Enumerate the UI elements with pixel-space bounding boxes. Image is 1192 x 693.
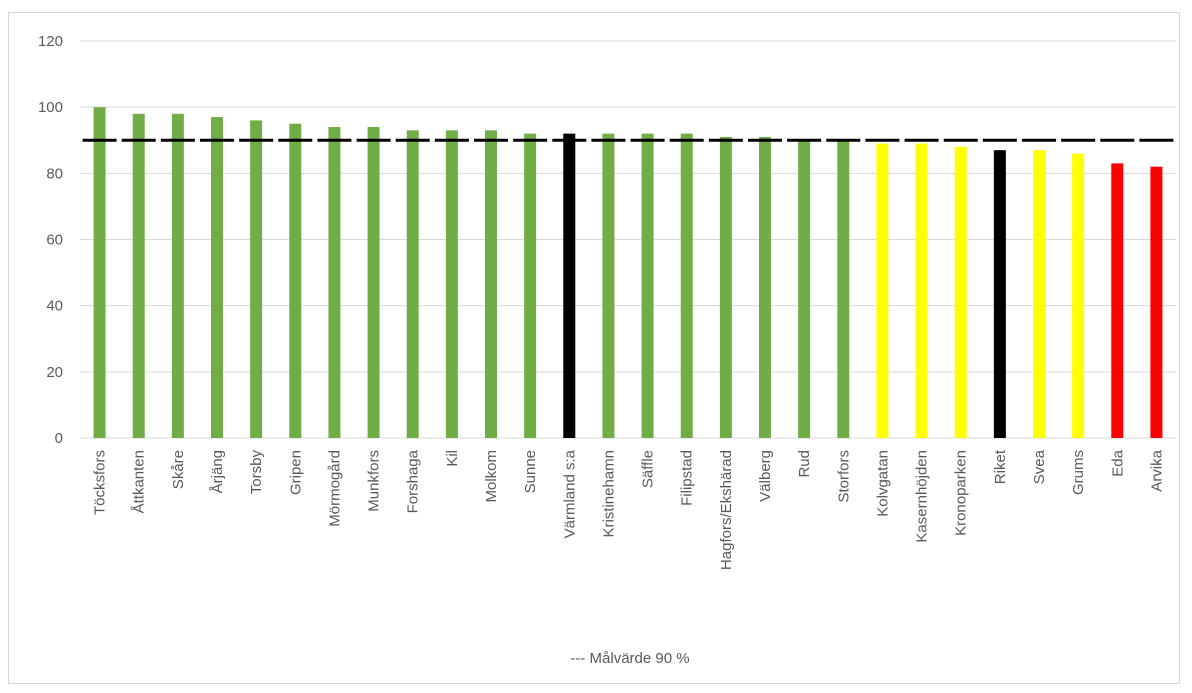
x-tick-label: Skåre xyxy=(170,450,187,489)
x-tick-label: Kronoparken xyxy=(953,450,970,536)
x-tick-label: Kolvgatan xyxy=(874,450,891,517)
bar xyxy=(915,143,928,438)
bar xyxy=(485,130,497,438)
x-tick-label: Hagfors/Ekshärad xyxy=(718,450,735,570)
y-tick-label: 0 xyxy=(55,430,63,447)
bar xyxy=(680,133,693,438)
bar xyxy=(250,120,263,439)
y-tick-label: 120 xyxy=(38,33,63,50)
bar xyxy=(289,123,302,438)
bar xyxy=(876,143,889,438)
gridlines xyxy=(80,40,1176,439)
bars xyxy=(93,107,1163,439)
bar xyxy=(798,140,811,438)
y-tick-label: 40 xyxy=(46,298,63,315)
x-tick-label: Kristinehamn xyxy=(600,450,617,538)
bar xyxy=(524,133,537,438)
x-tick-label: Storfors xyxy=(835,450,852,503)
x-tick-label: Munkfors xyxy=(366,450,383,512)
y-tick-label: 100 xyxy=(38,99,63,116)
bar xyxy=(719,136,732,439)
y-tick-label: 20 xyxy=(46,364,63,381)
x-tick-label: Grums xyxy=(1070,450,1087,495)
x-tick-label: Rud xyxy=(796,450,813,478)
bar xyxy=(993,150,1006,439)
x-tick-label: Filipstad xyxy=(679,450,696,506)
x-axis-category-labels: Töcksfors Åttkanten Skåre Årjäng Torsby Gripe… xyxy=(92,449,1166,570)
x-tick-label: Kasernhöjden xyxy=(914,450,931,543)
y-axis-tick-labels: 0 20 40 60 80 100 120 xyxy=(38,33,63,447)
x-tick-label: Värmland s:a xyxy=(561,449,578,538)
x-tick-label: Riket xyxy=(992,449,1009,484)
x-tick-label: Töcksfors xyxy=(92,450,109,515)
x-tick-label: Molkom xyxy=(483,450,500,503)
x-tick-label: Kil xyxy=(444,450,461,467)
y-tick-label: 60 xyxy=(46,232,63,249)
y-tick-label: 80 xyxy=(46,165,63,182)
bar xyxy=(211,117,223,438)
chart-frame xyxy=(8,12,1180,684)
x-tick-label: Säffle xyxy=(640,450,657,488)
x-tick-label: Årjäng xyxy=(209,450,226,493)
bar xyxy=(445,130,458,438)
x-tick-label: Torsby xyxy=(248,450,265,495)
x-tick-label: Gripen xyxy=(287,450,304,495)
bar xyxy=(602,133,615,438)
x-tick-label: Forshaga xyxy=(405,449,422,513)
bar xyxy=(93,107,106,439)
x-tick-label: Sunne xyxy=(522,450,539,493)
x-tick-label: Svea xyxy=(1031,449,1048,484)
x-tick-label: Arvika xyxy=(1148,449,1165,491)
x-tick-label: Välberg xyxy=(757,450,774,502)
x-tick-label: Eda xyxy=(1109,449,1126,476)
bar xyxy=(759,136,771,439)
bar xyxy=(1111,163,1124,439)
bar xyxy=(132,113,145,439)
bar xyxy=(641,133,654,438)
bar xyxy=(1033,150,1045,439)
bar xyxy=(406,130,419,438)
bar xyxy=(563,133,576,438)
bar xyxy=(837,140,850,438)
bar xyxy=(171,113,184,439)
x-tick-label: Mörmogård xyxy=(326,450,343,527)
bar xyxy=(954,146,967,438)
bar xyxy=(1072,153,1085,438)
bar xyxy=(1150,166,1163,438)
x-tick-label: Åttkanten xyxy=(131,450,148,513)
bar xyxy=(328,127,341,439)
bar xyxy=(367,127,380,439)
target-note: --- Målvärde 90 % xyxy=(570,650,689,667)
